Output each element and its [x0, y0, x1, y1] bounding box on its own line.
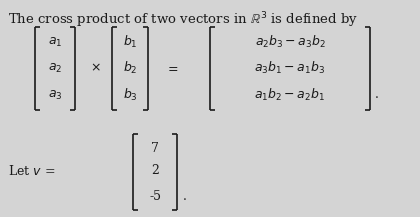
Text: 7: 7	[151, 141, 159, 155]
Text: 2: 2	[151, 164, 159, 178]
Text: Let $v$ =: Let $v$ =	[8, 164, 55, 178]
Text: $a_1$: $a_1$	[48, 35, 62, 49]
Text: .: .	[183, 189, 187, 202]
Text: .: .	[375, 89, 379, 102]
Text: $a_3b_1 - a_1b_3$: $a_3b_1 - a_1b_3$	[255, 60, 326, 76]
Text: $=$: $=$	[165, 61, 179, 74]
Text: $\times$: $\times$	[89, 61, 100, 74]
Text: $a_1b_2 - a_2b_1$: $a_1b_2 - a_2b_1$	[255, 87, 326, 103]
Text: $a_2b_3 - a_3b_2$: $a_2b_3 - a_3b_2$	[255, 34, 326, 50]
Text: The cross product of two vectors in $\mathbb{R}^3$ is defined by: The cross product of two vectors in $\ma…	[8, 10, 358, 30]
Text: $b_1$: $b_1$	[123, 34, 137, 50]
Text: $b_2$: $b_2$	[123, 60, 137, 76]
Text: -5: -5	[149, 189, 161, 202]
Text: $a_2$: $a_2$	[48, 61, 62, 75]
Text: $a_3$: $a_3$	[48, 89, 62, 102]
Text: $b_3$: $b_3$	[123, 87, 137, 103]
